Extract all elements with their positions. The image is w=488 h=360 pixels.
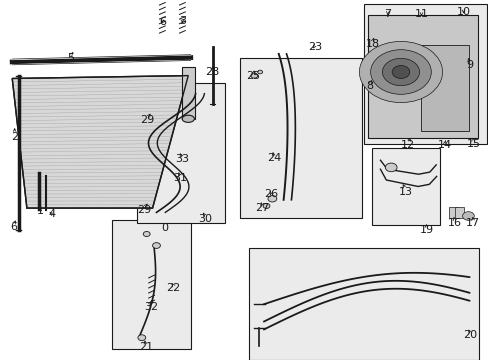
Text: 1: 1 <box>37 206 43 216</box>
Bar <box>420 45 468 131</box>
Text: 0: 0 <box>161 222 167 233</box>
Bar <box>454 207 463 218</box>
Text: 24: 24 <box>266 153 281 163</box>
Text: 33: 33 <box>175 154 188 164</box>
Circle shape <box>143 231 150 237</box>
Circle shape <box>267 195 276 202</box>
Text: 16: 16 <box>447 218 461 228</box>
Text: 29: 29 <box>140 114 155 125</box>
Bar <box>112 220 190 349</box>
Text: 15: 15 <box>466 139 479 149</box>
Circle shape <box>138 335 145 341</box>
Circle shape <box>382 58 419 86</box>
Text: 11: 11 <box>414 9 427 19</box>
Text: 6: 6 <box>10 222 17 232</box>
Text: 8: 8 <box>366 81 373 91</box>
Text: 13: 13 <box>398 186 412 197</box>
Text: 10: 10 <box>456 6 469 17</box>
Text: 6: 6 <box>159 17 165 27</box>
Circle shape <box>370 50 430 94</box>
Text: 18: 18 <box>365 39 379 49</box>
Bar <box>249 248 478 360</box>
Circle shape <box>263 203 269 208</box>
Text: 28: 28 <box>205 67 220 77</box>
Text: 20: 20 <box>463 330 476 340</box>
Text: 31: 31 <box>173 173 186 183</box>
Circle shape <box>250 73 257 78</box>
Circle shape <box>359 41 442 103</box>
Text: 14: 14 <box>437 140 451 150</box>
Text: 29: 29 <box>137 204 152 215</box>
Text: 22: 22 <box>166 283 181 293</box>
Text: 30: 30 <box>198 214 212 224</box>
Bar <box>239 58 361 218</box>
Bar <box>364 4 486 144</box>
Text: 26: 26 <box>264 189 278 199</box>
Text: 7: 7 <box>384 9 390 19</box>
Text: 27: 27 <box>254 203 269 213</box>
Text: 5: 5 <box>67 53 74 63</box>
FancyBboxPatch shape <box>367 15 477 138</box>
Circle shape <box>462 212 473 220</box>
Text: 32: 32 <box>144 302 158 312</box>
Text: 9: 9 <box>465 60 472 70</box>
Text: 21: 21 <box>139 342 152 352</box>
Text: 12: 12 <box>401 140 414 150</box>
Bar <box>371 148 439 225</box>
Ellipse shape <box>182 115 194 122</box>
Text: 2: 2 <box>11 132 18 142</box>
Circle shape <box>385 163 396 172</box>
Circle shape <box>257 70 262 74</box>
Bar <box>137 83 224 223</box>
Text: 19: 19 <box>419 225 432 235</box>
Bar <box>448 207 457 218</box>
Text: 25: 25 <box>246 71 260 81</box>
Text: 17: 17 <box>466 218 479 228</box>
Circle shape <box>152 243 160 248</box>
Text: 4: 4 <box>49 209 56 219</box>
Text: 3: 3 <box>179 16 185 26</box>
Circle shape <box>391 66 409 78</box>
Polygon shape <box>12 76 188 208</box>
Text: 23: 23 <box>308 42 322 52</box>
Bar <box>182 67 194 119</box>
